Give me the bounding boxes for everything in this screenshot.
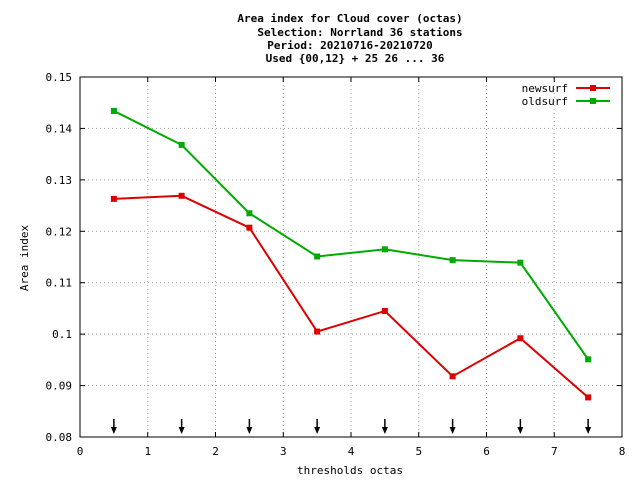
threshold-arrow [517,419,524,434]
arrow-head [381,427,388,434]
series-newsurf [110,192,592,401]
data-point-newsurf [449,373,456,380]
data-point-oldsurf [449,257,456,264]
x-tick-label: 0 [77,445,84,458]
series-line-oldsurf [113,110,589,360]
arrow-head [246,427,253,434]
data-point-oldsurf [110,107,117,114]
x-tick-label: 4 [348,445,355,458]
y-ticks: 0.08 0.09 0.1 0.11 0.12 0.13 0.14 0.15 [46,71,622,444]
data-point-newsurf [585,394,592,401]
y-tick-label: 0.15 [46,71,73,84]
x-tick-label: 1 [144,445,151,458]
y-tick-label: 0.08 [46,431,73,444]
arrow-head [449,427,456,434]
threshold-arrow [314,419,321,434]
threshold-arrow [246,419,253,434]
threshold-arrow [110,419,117,434]
legend-entry-oldsurf: oldsurf [522,95,610,108]
data-point-newsurf [314,328,321,335]
y-tick-label: 0.14 [46,122,73,135]
title-line-1: Area index for Cloud cover (octas) [237,12,462,25]
series-oldsurf [110,107,592,363]
arrow-head [178,427,185,434]
x-axis-label: thresholds octas [297,464,403,477]
threshold-arrow [178,419,185,434]
legend-marker [590,85,596,91]
data-point-oldsurf [314,253,321,260]
grid [80,77,622,437]
arrow-head [517,427,524,434]
y-axis-label: Area index [18,225,31,292]
series-line-newsurf [113,194,589,399]
y-tick-label: 0.13 [46,174,73,187]
data-point-oldsurf [178,141,185,148]
title-line-2: Selection: Norrland 36 stations [257,26,462,39]
data-point-oldsurf [246,210,253,217]
data-point-newsurf [517,335,524,342]
threshold-arrows [110,419,592,434]
data-point-newsurf [381,308,388,314]
x-ticks: 0 1 2 3 4 5 6 7 8 [77,77,626,458]
x-tick-label: 7 [551,445,558,458]
y-tick-label: 0.09 [46,380,73,393]
arrow-head [110,427,117,434]
arrow-head [314,427,321,434]
y-tick-label: 0.11 [46,277,73,290]
y-tick-label: 0.1 [52,328,72,341]
chart-title: Area index for Cloud cover (octas) Selec… [237,12,462,65]
x-tick-label: 6 [483,445,490,458]
legend-entry-newsurf: newsurf [522,82,610,95]
x-tick-label: 5 [415,445,422,458]
legend-marker [590,98,596,104]
data-point-oldsurf [585,356,592,363]
data-point-oldsurf [381,246,388,253]
x-tick-label: 2 [212,445,219,458]
threshold-arrow [585,419,592,434]
legend-label: newsurf [522,82,568,95]
threshold-arrow [449,419,456,434]
title-line-4: Used {00,12} + 25 26 ... 36 [266,52,445,65]
data-point-newsurf [110,195,117,202]
data-point-newsurf [178,192,185,199]
x-tick-label: 3 [280,445,287,458]
threshold-arrow [381,419,388,434]
data-point-oldsurf [517,259,524,266]
series-layer [110,107,592,401]
arrow-head [585,427,592,434]
data-point-newsurf [246,224,253,231]
x-tick-label: 8 [619,445,626,458]
y-tick-label: 0.12 [46,225,73,238]
legend-label: oldsurf [522,95,568,108]
title-line-3: Period: 20210716-20210720 [267,39,433,52]
